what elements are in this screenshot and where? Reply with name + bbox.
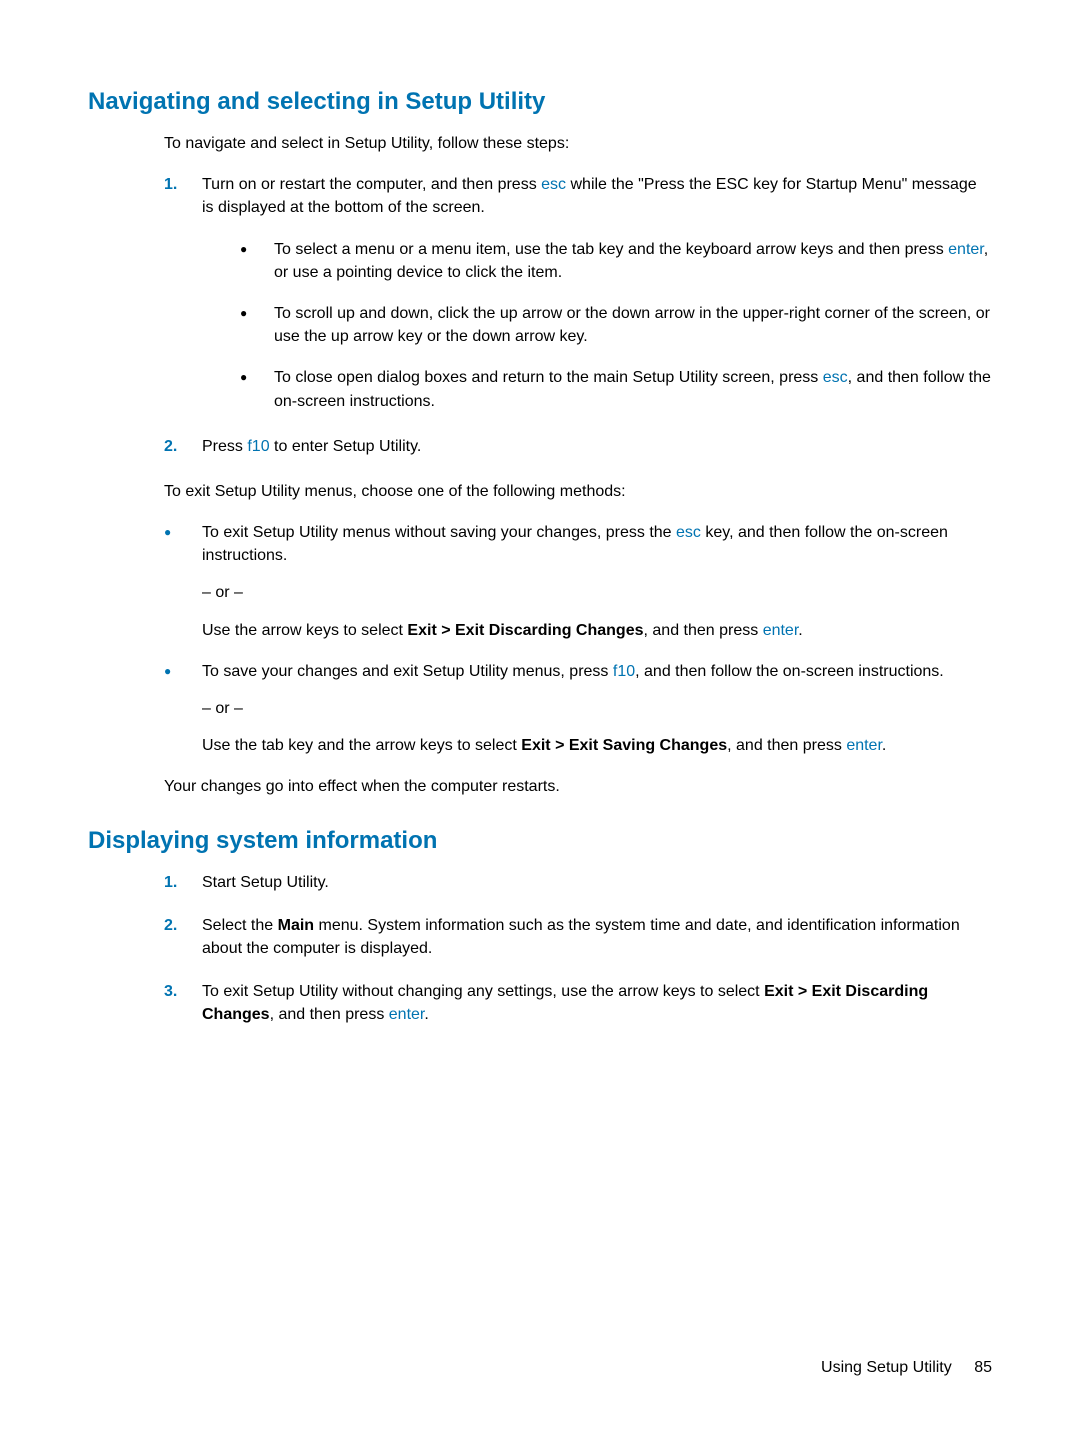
ordered-steps-1: 1. Turn on or restart the computer, and …	[164, 173, 992, 458]
or-separator: – or –	[202, 697, 992, 720]
key-enter: enter	[846, 737, 882, 754]
exit-method: To exit Setup Utility menus without savi…	[164, 521, 992, 642]
ordered-steps-2: 1. Start Setup Utility. 2. Select the Ma…	[164, 871, 992, 1027]
alternative-text: Use the tab key and the arrow keys to se…	[202, 734, 992, 757]
step-text: Turn on or restart the computer, and the…	[202, 176, 977, 216]
step: 3. To exit Setup Utility without changin…	[164, 980, 992, 1026]
key-f10: f10	[613, 663, 635, 680]
step-number: 1.	[164, 871, 177, 894]
intro-text: To navigate and select in Setup Utility,…	[164, 132, 992, 155]
sub-bullet: To select a menu or a menu item, use the…	[240, 238, 992, 284]
document-page: Navigating and selecting in Setup Utilit…	[0, 0, 1080, 1437]
key-enter: enter	[763, 622, 799, 639]
key-f10: f10	[247, 438, 269, 455]
step-text: Press f10 to enter Setup Utility.	[202, 438, 421, 455]
footer-section-name: Using Setup Utility	[821, 1359, 952, 1376]
key-enter: enter	[948, 241, 984, 258]
section-heading-displaying: Displaying system information	[88, 827, 992, 855]
step-text: Select the Main menu. System information…	[202, 917, 960, 957]
step-1: 1. Turn on or restart the computer, and …	[164, 173, 992, 413]
sub-bullets: To select a menu or a menu item, use the…	[202, 238, 992, 413]
step-number: 3.	[164, 980, 177, 1003]
sub-bullet: To close open dialog boxes and return to…	[240, 366, 992, 412]
step-number: 2.	[164, 435, 177, 458]
exit-method: To save your changes and exit Setup Util…	[164, 660, 992, 758]
step-number: 2.	[164, 914, 177, 937]
key-esc: esc	[676, 524, 701, 541]
sub-bullet: To scroll up and down, click the up arro…	[240, 302, 992, 348]
mid-text: To exit Setup Utility menus, choose one …	[164, 480, 992, 503]
key-esc: esc	[541, 176, 566, 193]
alternative-text: Use the arrow keys to select Exit > Exit…	[202, 619, 992, 642]
key-esc: esc	[823, 369, 848, 386]
step-text: Start Setup Utility.	[202, 874, 329, 891]
or-separator: – or –	[202, 581, 992, 604]
section-heading-navigating: Navigating and selecting in Setup Utilit…	[88, 88, 992, 116]
exit-methods: To exit Setup Utility menus without savi…	[164, 521, 992, 757]
step-2: 2. Press f10 to enter Setup Utility.	[164, 435, 992, 458]
step-number: 1.	[164, 173, 177, 196]
closing-text: Your changes go into effect when the com…	[164, 775, 992, 798]
step-text: To exit Setup Utility without changing a…	[202, 983, 928, 1023]
step: 2. Select the Main menu. System informat…	[164, 914, 992, 960]
page-footer: Using Setup Utility 85	[821, 1359, 992, 1377]
page-number: 85	[974, 1359, 992, 1376]
step: 1. Start Setup Utility.	[164, 871, 992, 894]
